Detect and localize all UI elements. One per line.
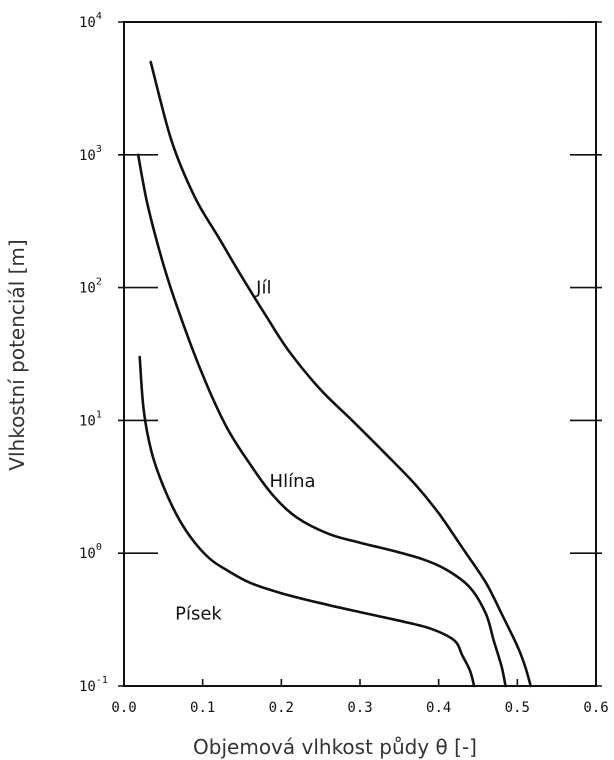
x-tick-label: 0.1 — [190, 700, 215, 716]
y-tick-label: 10-1 — [79, 675, 108, 695]
y-tick-label: 100 — [79, 542, 102, 562]
x-tick-label: 0.6 — [583, 700, 608, 716]
x-tick-label: 0.3 — [347, 700, 372, 716]
x-tick-label: 0.2 — [269, 700, 294, 716]
y-axis-title: Vlhkostní potenciál [m] — [5, 239, 29, 470]
curves — [138, 62, 531, 686]
y-tick-label: 104 — [79, 11, 102, 31]
y-tick-label: 101 — [79, 409, 102, 429]
y-ticks: 10-1 100 101 102 103 104 — [79, 11, 602, 695]
curve-label: Hlína — [270, 471, 316, 492]
x-tick-label: 0.4 — [426, 700, 451, 716]
x-tick-label: 0.0 — [111, 700, 136, 716]
y-tick-label: 102 — [79, 277, 102, 297]
curve-label: Písek — [175, 604, 222, 625]
x-axis-title: Objemová vlhkost půdy θ [-] — [193, 735, 477, 759]
curve-label: Jíl — [255, 278, 271, 299]
x-tick-label: 0.5 — [505, 700, 530, 716]
curve-labels: Jíl Hlína Písek — [175, 278, 315, 625]
curve-series-3 — [140, 357, 474, 686]
x-ticks: 0.0 0.1 0.2 0.3 0.4 0.5 0.6 — [111, 679, 608, 716]
y-tick-label: 103 — [79, 144, 102, 164]
